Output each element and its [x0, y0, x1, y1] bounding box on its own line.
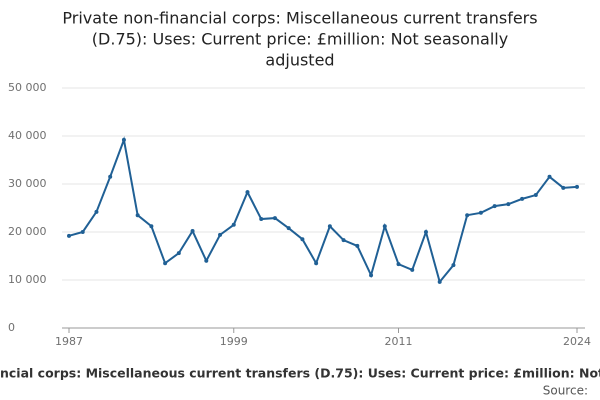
data-point — [492, 204, 497, 209]
data-point — [176, 251, 181, 256]
data-point — [135, 213, 140, 218]
chart-title: (D.75): Uses: Current price: £million: N… — [92, 30, 508, 49]
data-point — [149, 224, 154, 229]
data-point — [410, 267, 415, 272]
data-point — [575, 184, 579, 189]
chart-title: Private non-financial corps: Miscellaneo… — [62, 9, 537, 28]
x-tick-label: 1999 — [220, 335, 248, 348]
data-point — [506, 202, 511, 207]
data-point — [369, 273, 374, 278]
data-point — [520, 196, 525, 201]
chart-title: adjusted — [265, 51, 334, 70]
y-tick-label: 50 000 — [8, 81, 47, 94]
data-point — [423, 230, 428, 234]
data-point — [382, 224, 387, 229]
data-point — [300, 237, 305, 242]
data-point — [533, 193, 538, 198]
data-point — [451, 263, 456, 268]
data-point — [272, 216, 277, 221]
data-point — [94, 209, 99, 214]
x-tick-label: 2024 — [563, 335, 591, 348]
footer-title: ncial corps: Miscellaneous current trans… — [0, 366, 600, 381]
data-point — [67, 233, 71, 238]
y-tick-label: 20 000 — [8, 225, 47, 238]
data-point — [121, 137, 126, 142]
y-tick-label: 30 000 — [8, 177, 47, 190]
y-tick-label: 10 000 — [8, 273, 47, 286]
data-point — [314, 261, 319, 266]
data-point — [437, 279, 442, 284]
data-point — [108, 174, 113, 179]
data-point — [259, 217, 264, 222]
data-point — [327, 224, 332, 229]
data-point — [218, 232, 223, 237]
data-point — [355, 243, 360, 248]
data-point — [341, 238, 346, 243]
data-point — [396, 262, 401, 267]
data-point — [465, 213, 470, 218]
series-line — [68, 136, 578, 285]
data-point — [286, 226, 291, 231]
data-point — [561, 185, 566, 190]
data-point — [478, 210, 483, 215]
data-point — [204, 258, 209, 263]
data-point — [245, 190, 250, 195]
x-tick-label: 1987 — [55, 335, 83, 348]
source: Source: — [543, 384, 588, 398]
data-point — [231, 222, 236, 227]
x-tick-label: 2011 — [385, 335, 413, 348]
data-point — [163, 261, 168, 266]
y-tick-label: 40 000 — [8, 129, 47, 142]
data-point — [190, 229, 195, 234]
y-tick-label: 0 — [8, 321, 15, 334]
data-point — [80, 230, 85, 234]
data-point — [547, 174, 552, 179]
